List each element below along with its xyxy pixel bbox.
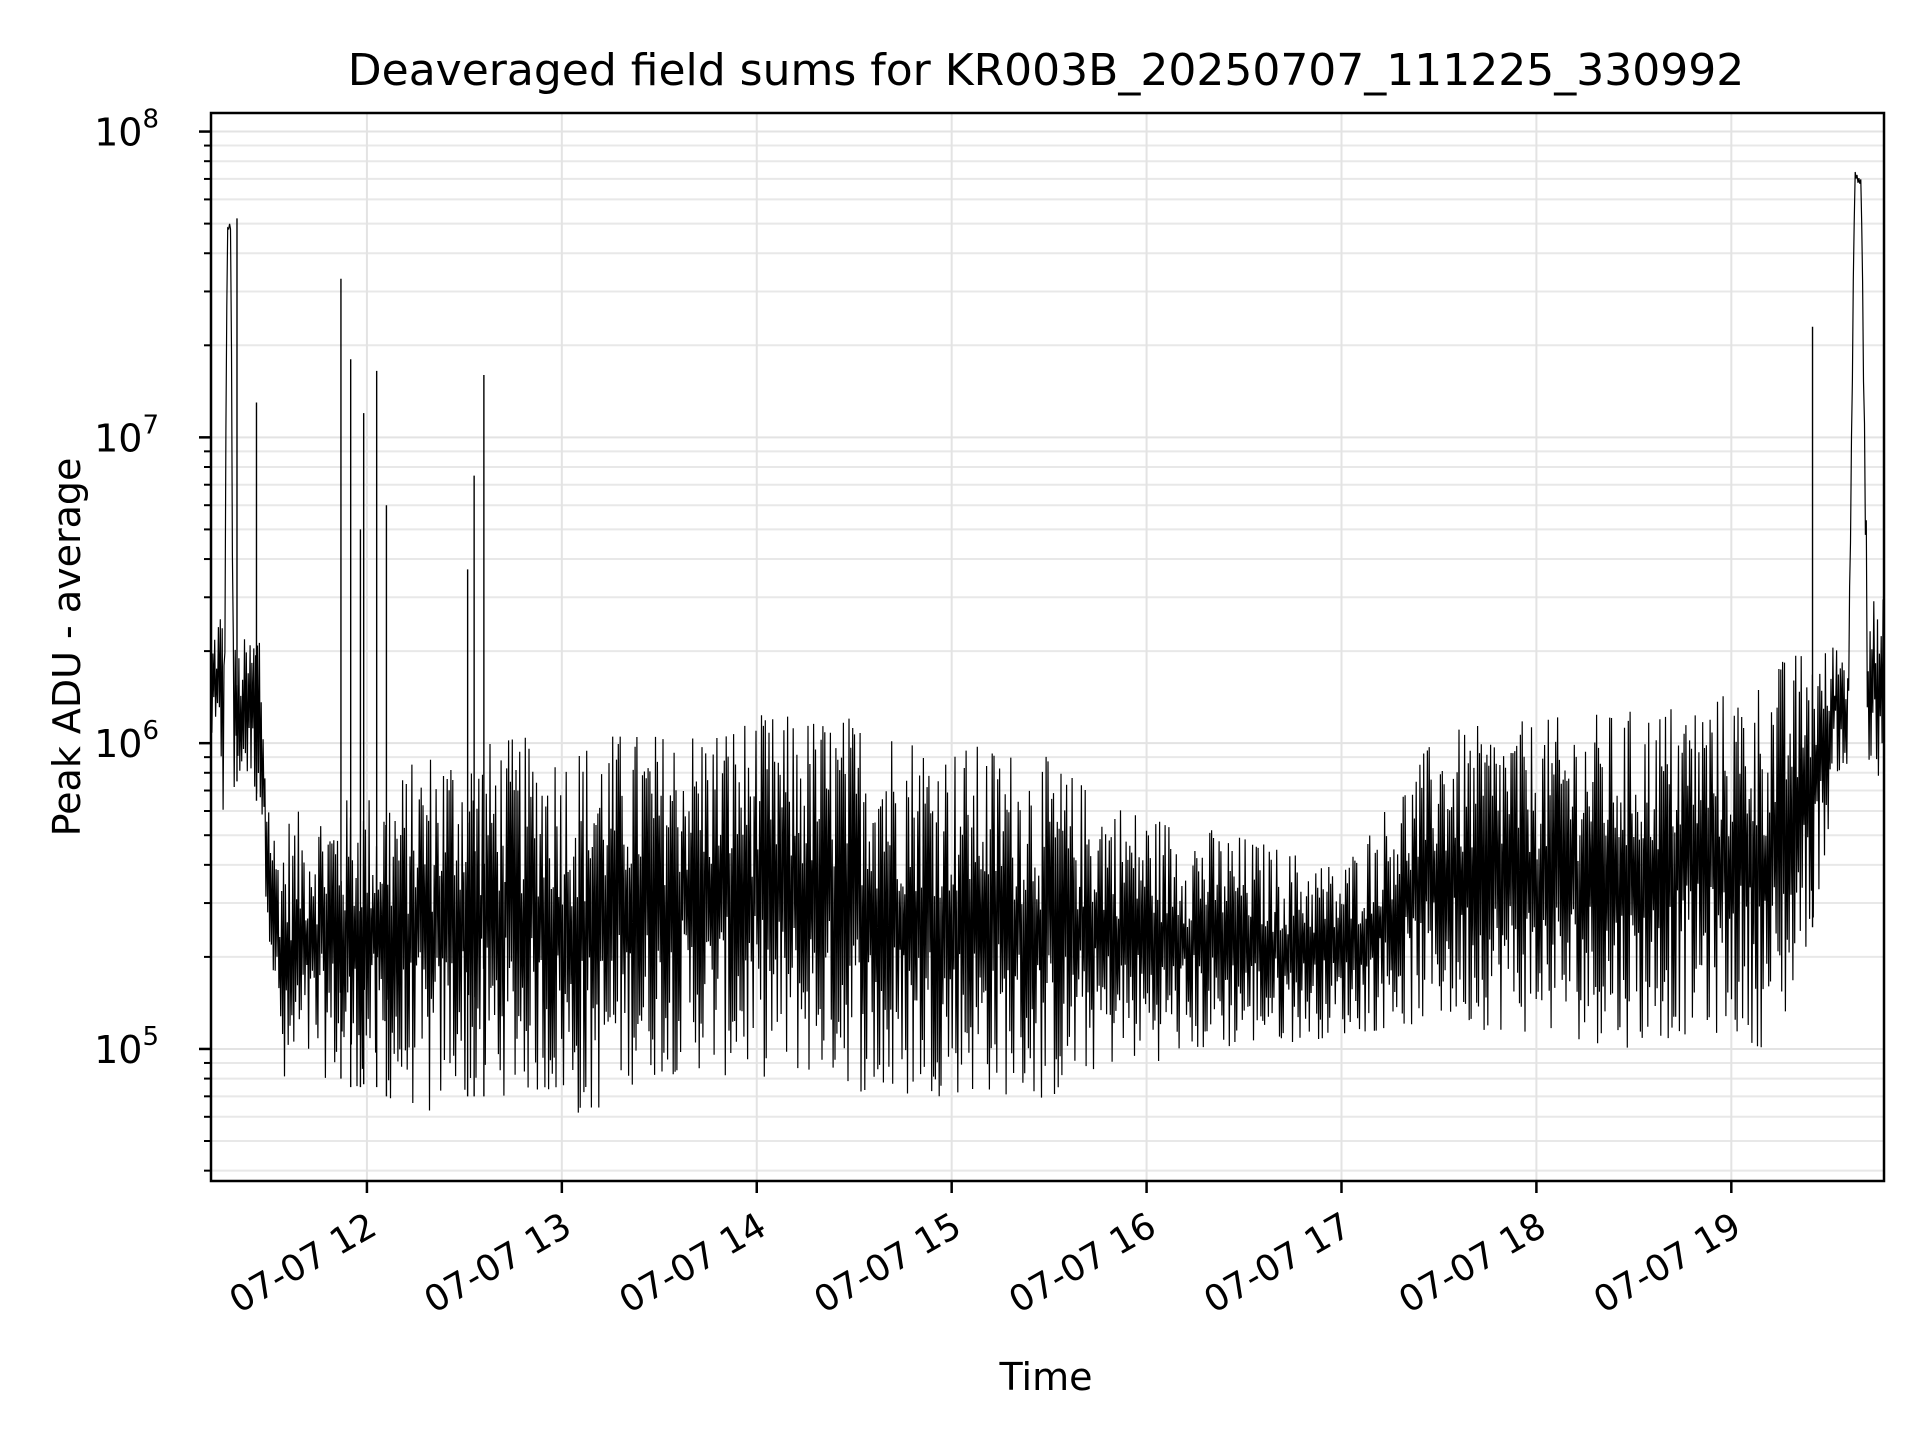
plot-frame [209,111,1886,1183]
chart-title: Deaveraged field sums for KR003B_2025070… [348,45,1744,96]
y-tick-exponent: 8 [142,105,159,135]
series-path [210,171,1885,1113]
y-tick-exponent: 7 [142,410,159,440]
y-axis-label: Peak ADU - average [45,458,89,837]
x-axis-label: Time [999,1355,1093,1399]
y-tick-exponent: 6 [142,716,159,746]
series-line [210,171,1885,1113]
y-tick-exponent: 5 [142,1022,159,1052]
